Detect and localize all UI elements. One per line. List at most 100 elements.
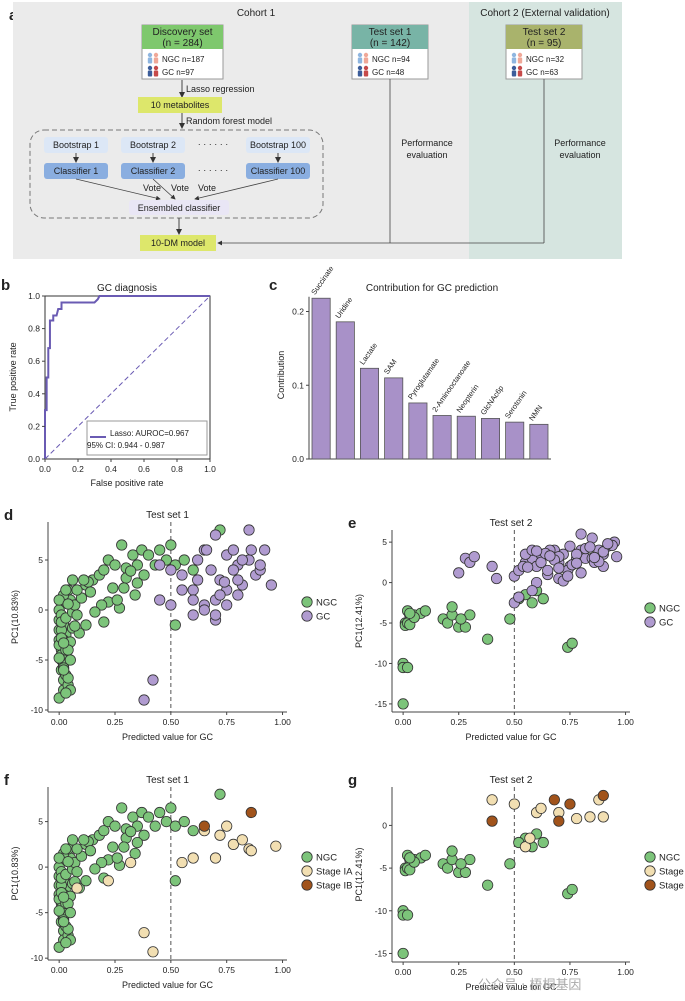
bar-label-10: NMN (527, 403, 544, 422)
panel-e-title: Test set 2 (490, 518, 533, 529)
panel-f-point-stage-ia (147, 946, 159, 958)
panel-g-point-stage-ia (597, 811, 609, 823)
perf1-line1: Performance (401, 138, 453, 148)
bar-7 (456, 415, 476, 460)
bar-3 (359, 367, 379, 460)
panel-f-point-stage-ib (245, 806, 257, 819)
test-set-1-header (352, 25, 428, 49)
ensembled-label: Ensembled classifier (138, 203, 221, 213)
rf-label: Random forest model (186, 116, 272, 126)
panel-f-point-ngc (142, 811, 155, 823)
panel-c-label: c (269, 277, 277, 294)
metabolites-box (138, 97, 222, 113)
lasso-label: Lasso regression (186, 84, 255, 94)
panel-e-point-ngc (455, 613, 467, 625)
panel-e-xtick-label: 0.50 (506, 717, 523, 727)
perf1-line2: evaluation (406, 150, 447, 160)
panel-g-xtick-label: 0.75 (562, 967, 579, 977)
panel-d-point-gc (205, 564, 217, 576)
panel-e-point-gc (542, 564, 554, 577)
panel-f-point-ngc (53, 905, 65, 917)
panel-f-point-ngc (187, 825, 199, 837)
panel-f-point-stage-ia (245, 845, 257, 857)
panel-d-point-ngc (66, 574, 79, 586)
panel-d-point-ngc (125, 565, 137, 577)
roc-ylabel: True positive rate (8, 342, 18, 411)
dots-bootstrap: · · · · · · (198, 139, 229, 149)
panel-f-legend-label-2: Stage IA (316, 867, 353, 878)
discovery-set-ngc-icon2-head (153, 52, 159, 58)
panel-d-point-gc (187, 609, 199, 621)
panel-f-legend-marker-3 (301, 879, 313, 891)
panel-d-point-gc (259, 544, 271, 556)
panel-b-label: b (1, 277, 10, 294)
panel-g-point-ngc (397, 947, 409, 960)
bar-ylabel: Contribution (276, 351, 286, 400)
test-set-1-gc-icon2-body (363, 70, 369, 77)
model-box (140, 235, 216, 251)
panel-f-point-ngc (60, 937, 72, 949)
panel-f-point-ngc (169, 820, 181, 832)
panel-f-point-ngc (116, 802, 128, 814)
panel-d-point-ngc (71, 609, 83, 621)
panel-g-point-stage-ib (564, 798, 576, 810)
panel-f-point-ngc (71, 843, 83, 855)
panel-g-ytick-label: -5 (379, 863, 387, 873)
roc-diagonal (44, 295, 211, 460)
panel-g-point-ngc (482, 879, 494, 891)
panel-e-point-gc (575, 528, 587, 540)
bar-8 (480, 418, 500, 460)
panel-d-point-ngc (154, 544, 166, 556)
panel-f-legend-label-3: Stage IB (316, 881, 352, 892)
panel-f-point-stage-ia (227, 838, 239, 850)
discovery-set-title: Discovery set (152, 27, 212, 38)
panel-d-point-ngc (127, 549, 139, 561)
panel-d-point-ngc (142, 549, 155, 561)
panel-e-point-gc (575, 567, 587, 579)
panel-g-legend-label-3: Stage IB (659, 881, 685, 892)
discovery-set-gc-icon1-body (147, 70, 153, 77)
panel-f-point-ngc (89, 863, 101, 875)
discovery-set-ngc-icon1-body (147, 57, 153, 64)
panel-f-point-stage-ia (187, 852, 199, 864)
test-set-1-ngc-icon2-head (363, 52, 369, 58)
roc-xtick-label: 0.0 (39, 464, 51, 474)
panel-g-point-ngc (464, 853, 476, 866)
panel-e-point-ngc (526, 597, 538, 609)
panel-d-legend-label-2: GC (316, 612, 330, 623)
panel-f-point-stage-ia (270, 840, 282, 852)
test-set-1-ngc-icon1-head (357, 52, 363, 58)
panel-e-xtick-label: 1.00 (617, 717, 634, 727)
panel-f-title: Test set 1 (146, 775, 189, 786)
panel-e-ytick-label: 0 (382, 578, 387, 588)
panel-e-point-gc (588, 551, 601, 564)
panel-e-point-gc (486, 560, 498, 573)
panel-f-label: f (4, 772, 10, 789)
panel-g-ytick-label: -15 (375, 948, 388, 958)
roc-ytick-label: 0.0 (28, 454, 40, 464)
panel-d-point-gc (165, 599, 177, 611)
panel-d-point-gc (254, 559, 266, 571)
panel-e-point-gc (526, 585, 538, 597)
ensembled-box (129, 200, 229, 215)
panel-d-point-ngc (107, 582, 119, 594)
panel-e-xlabel: Predicted value for GC (465, 732, 557, 742)
panel-e-point-gc (522, 561, 534, 573)
test-set-1-ngc-count: NGC n=94 (372, 55, 411, 64)
test-set-2-gc-icon2-head (517, 65, 523, 71)
panel-d-ytick-label: 5 (38, 555, 43, 565)
panel-d-ylabel: PC1(10.83%) (10, 590, 20, 644)
panel-d-point-gc (236, 554, 248, 566)
roc-xtick-label: 1.0 (204, 464, 216, 474)
panel-f-point-ngc (58, 891, 70, 903)
panel-d-point-gc (154, 559, 166, 571)
panel-d-point-gc (147, 674, 159, 686)
panel-f-point-ngc (214, 788, 226, 800)
panel-f-ylabel: PC1(10.83%) (10, 846, 20, 900)
panel-e-ytick-label: -15 (375, 699, 388, 709)
panel-f-point-ngc (138, 829, 150, 841)
panel-d-point-ngc (71, 584, 83, 596)
panel-g-legend-label-2: Stage IA (659, 867, 685, 878)
test-set-2-gc-icon1-head (511, 65, 517, 71)
panel-d-legend-marker-1 (301, 596, 313, 608)
